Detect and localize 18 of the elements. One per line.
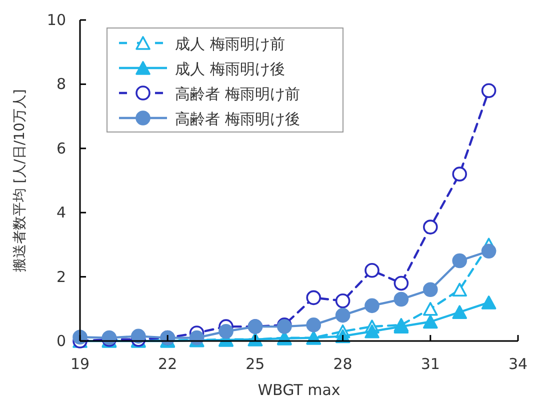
y-tick-label: 10 — [46, 11, 66, 29]
y-tick-label: 0 — [56, 332, 66, 350]
y-tick-label: 4 — [56, 204, 66, 222]
legend-label: 高齢者 梅雨明け後 — [175, 110, 300, 128]
x-axis-title: WBGT max — [258, 381, 340, 399]
y-tick-label: 8 — [56, 75, 66, 94]
x-tick-label: 19 — [70, 355, 90, 373]
x-tick-label: 25 — [246, 355, 265, 373]
legend-label: 成人 梅雨明け後 — [175, 60, 285, 78]
y-tick-label: 6 — [56, 139, 66, 158]
x-tick-label: 22 — [158, 355, 178, 373]
x-tick-label: 28 — [333, 355, 352, 373]
legend-label: 高齢者 梅雨明け前 — [175, 85, 300, 103]
x-tick-label: 34 — [508, 355, 528, 373]
y-axis-title: 搬送者数平均 [人/日/10万人] — [12, 89, 28, 272]
x-tick-label: 31 — [420, 355, 440, 373]
legend-label: 成人 梅雨明け前 — [175, 35, 285, 53]
y-tick-label: 2 — [56, 268, 66, 286]
